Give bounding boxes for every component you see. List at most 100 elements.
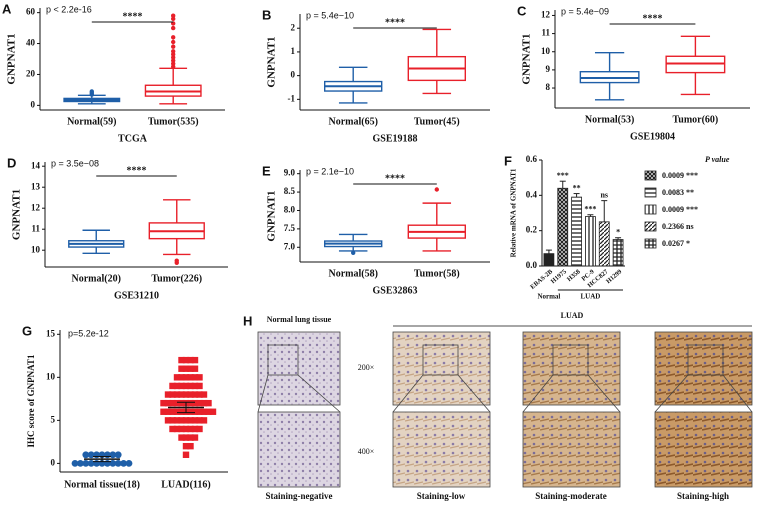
point [187,399,194,407]
y-axis-label: Relative mRNA of GNPNAT1 [510,168,518,257]
point [77,459,84,467]
x-axis-label: GSE19804 [630,131,675,142]
y-tick-label: 14 [31,160,41,170]
panel-letter: D [7,155,16,170]
y-axis-label: GNPNAT1 [266,190,278,241]
point [169,425,176,433]
point [182,451,190,458]
point [178,356,185,364]
point [182,425,190,433]
zoom-box [422,344,459,376]
significance: **** [385,173,405,184]
point [182,356,190,364]
y-tick-label: 11 [541,28,550,38]
point [187,391,194,398]
point [187,408,194,415]
x-axis-label: GSE19188 [372,133,417,144]
legend-label: 0.0009 *** [662,171,698,180]
magnification: 200× [358,363,375,372]
point [191,365,199,372]
point [196,425,203,433]
point [191,356,199,364]
point [178,382,185,390]
point [191,434,199,441]
y-tick-label: 13 [31,181,41,191]
point [187,365,194,372]
box-group [324,233,383,252]
x-tick-label: H358 [566,268,582,283]
point [196,399,203,407]
group-label: Normal lung tissue [267,315,332,324]
point [191,399,199,407]
y-tick-label: 0.0 [526,260,538,270]
y-tick-label: 0.6 [526,154,538,164]
bar [612,239,624,267]
point [173,391,181,398]
point [178,425,185,433]
point [178,399,185,407]
y-tick-label: 15 [46,328,56,338]
point [187,374,194,381]
point [178,417,185,424]
significance: *** [584,205,596,214]
box-group [148,199,205,256]
panel-letter: H [243,313,252,328]
p-value: p < 2.2e-16 [46,4,92,14]
bar [557,187,569,267]
y-tick-label: 5 [51,414,56,424]
y-tick-label: 2 [291,22,296,32]
point [169,399,176,407]
y-tick-label: 0 [31,99,36,109]
x-tick-label: Normal(58) [328,268,377,279]
box-group [144,67,202,105]
box-group [579,51,640,101]
outlier [351,250,356,255]
y-tick-label: 10 [541,46,551,56]
point [173,425,181,433]
x-axis-label: GSE32863 [372,285,417,296]
point [200,417,208,424]
point [178,365,185,372]
y-tick-label: 7.0 [284,241,296,251]
outlier [171,13,176,18]
bar [585,216,596,267]
group-label: Normal [537,293,560,301]
point [120,459,127,467]
point [196,391,203,398]
zoom-line [522,374,554,413]
legend-swatch [644,238,657,249]
x-tick-label: Normal tissue(18) [64,479,140,490]
box-group [63,94,121,105]
outlier [171,55,176,60]
y-tick-label: -1 [288,93,296,103]
y-axis-label: GNPNAT1 [266,36,278,87]
point [82,451,90,459]
p-value: p=5.2e-12 [68,328,109,338]
zoom-line [392,374,424,413]
y-tick-label: 12 [541,10,551,20]
legend-swatch [644,221,657,232]
point [196,408,203,415]
outlier [171,58,176,63]
x-tick-label: Tumor(58) [414,268,460,279]
panel-letter: C [517,3,527,18]
p-value: p = 2.1e−10 [306,166,354,176]
zoom-line [457,374,491,413]
outlier [171,35,176,40]
point [164,408,172,415]
significance: *** [557,171,569,180]
box-group [324,66,383,104]
point [71,459,79,467]
y-tick-label: 10 [46,371,56,381]
zoom-line [297,374,341,413]
point [187,434,194,441]
outlier [171,44,176,49]
point [191,425,199,433]
point [209,408,217,415]
y-tick-label: 1 [291,46,296,56]
significance: **** [127,165,147,176]
significance: **** [123,11,143,22]
legend-swatch [644,187,657,198]
point [173,374,181,381]
